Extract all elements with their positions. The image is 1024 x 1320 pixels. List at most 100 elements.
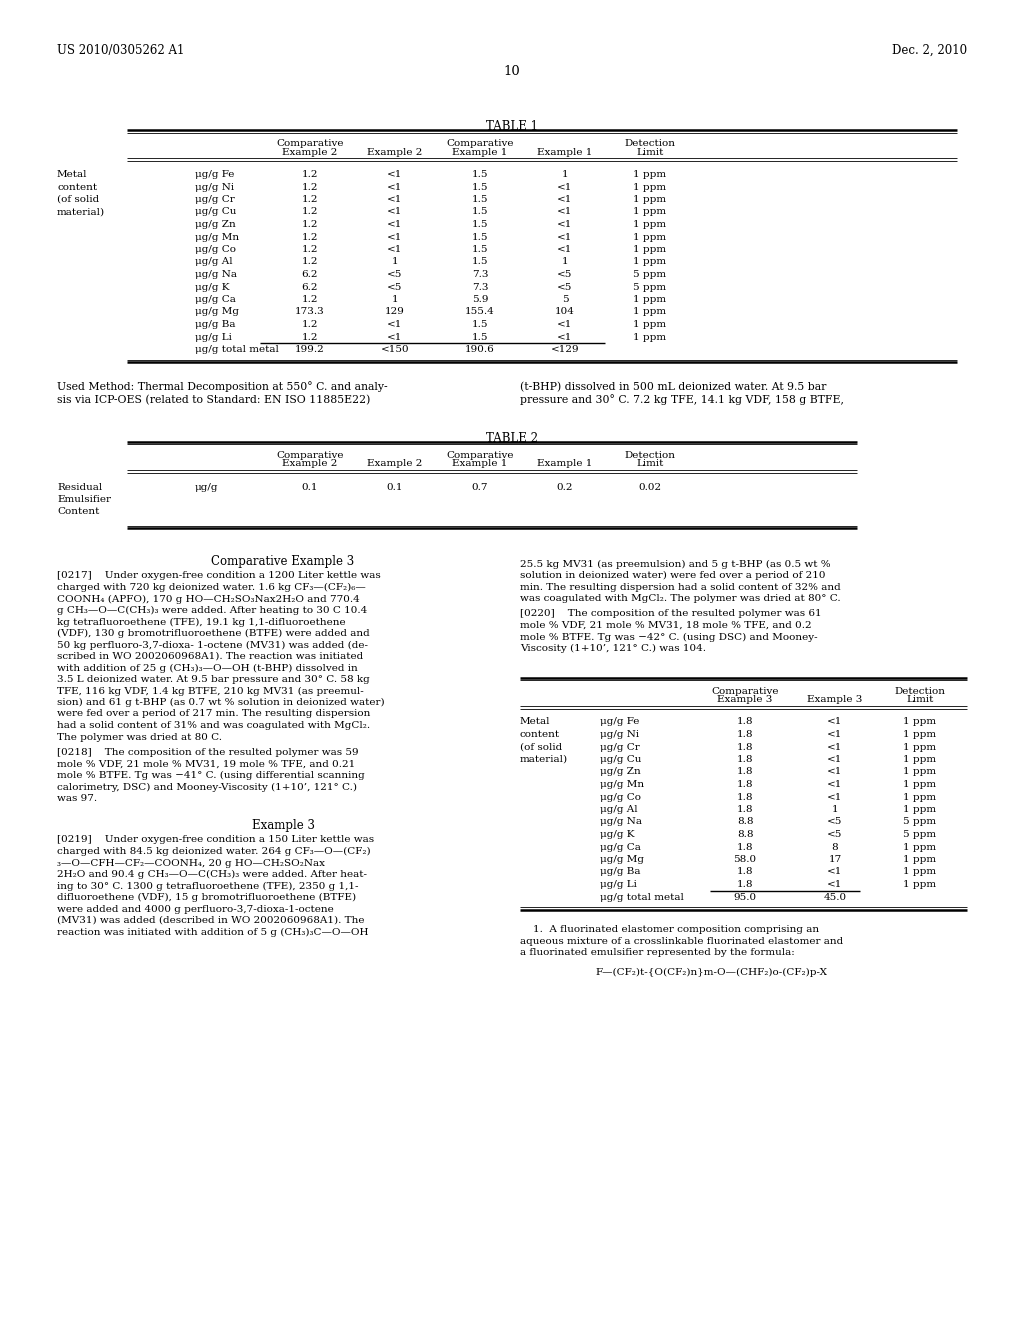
Text: TABLE 1: TABLE 1 [486, 120, 538, 133]
Text: 5: 5 [562, 294, 568, 304]
Text: Example 1: Example 1 [538, 148, 593, 157]
Text: <1: <1 [387, 220, 402, 228]
Text: μg/g K: μg/g K [195, 282, 229, 292]
Text: [0220]    The composition of the resulted polymer was 61: [0220] The composition of the resulted p… [520, 610, 821, 619]
Text: μg/g Zn: μg/g Zn [600, 767, 641, 776]
Text: 1.5: 1.5 [472, 333, 488, 342]
Text: <5: <5 [827, 830, 843, 840]
Text: 1.2: 1.2 [302, 257, 318, 267]
Text: COONH₄ (APFO), 170 g HO—CH₂SO₃Nax2H₂O and 770.4: COONH₄ (APFO), 170 g HO—CH₂SO₃Nax2H₂O an… [57, 594, 359, 603]
Text: 1.5: 1.5 [472, 246, 488, 253]
Text: 129: 129 [385, 308, 404, 317]
Text: 0.1: 0.1 [302, 483, 318, 492]
Text: TABLE 2: TABLE 2 [486, 432, 538, 445]
Text: 1 ppm: 1 ppm [903, 867, 937, 876]
Text: Limit: Limit [636, 459, 664, 469]
Text: Example 3: Example 3 [252, 820, 314, 833]
Text: 1.5: 1.5 [472, 207, 488, 216]
Text: 25.5 kg MV31 (as preemulsion) and 5 g t-BHP (as 0.5 wt %: 25.5 kg MV31 (as preemulsion) and 5 g t-… [520, 560, 830, 569]
Text: mole % VDF, 21 mole % MV31, 19 mole % TFE, and 0.21: mole % VDF, 21 mole % MV31, 19 mole % TF… [57, 759, 355, 768]
Text: Example 2: Example 2 [368, 459, 423, 469]
Text: Residual: Residual [57, 483, 102, 492]
Text: 6.2: 6.2 [302, 282, 318, 292]
Text: Example 3: Example 3 [807, 696, 862, 705]
Text: μg/g Cr: μg/g Cr [195, 195, 234, 205]
Text: 1.8: 1.8 [736, 805, 754, 814]
Text: sion) and 61 g t-BHP (as 0.7 wt % solution in deionized water): sion) and 61 g t-BHP (as 0.7 wt % soluti… [57, 698, 385, 708]
Text: 1.5: 1.5 [472, 232, 488, 242]
Text: <1: <1 [557, 182, 572, 191]
Text: 58.0: 58.0 [733, 855, 757, 865]
Text: 1 ppm: 1 ppm [634, 220, 667, 228]
Text: <1: <1 [387, 170, 402, 180]
Text: Limit: Limit [636, 148, 664, 157]
Text: 1.5: 1.5 [472, 319, 488, 329]
Text: <1: <1 [557, 333, 572, 342]
Text: μg/g Zn: μg/g Zn [195, 220, 236, 228]
Text: 155.4: 155.4 [465, 308, 495, 317]
Text: 1.2: 1.2 [302, 170, 318, 180]
Text: <1: <1 [827, 755, 843, 764]
Text: [0219]    Under oxygen-free condition a 150 Liter kettle was: [0219] Under oxygen-free condition a 150… [57, 836, 374, 845]
Text: 5 ppm: 5 ppm [634, 271, 667, 279]
Text: 1.2: 1.2 [302, 182, 318, 191]
Text: Detection: Detection [625, 450, 676, 459]
Text: Comparative: Comparative [446, 139, 514, 148]
Text: 0.1: 0.1 [387, 483, 403, 492]
Text: F—(CF₂)t-{O(CF₂)n}m-O—(CHF₂)o-(CF₂)p-X: F—(CF₂)t-{O(CF₂)n}m-O—(CHF₂)o-(CF₂)p-X [595, 968, 827, 977]
Text: a fluorinated emulsifier represented by the formula:: a fluorinated emulsifier represented by … [520, 948, 795, 957]
Text: Example 1: Example 1 [453, 148, 508, 157]
Text: 1.5: 1.5 [472, 170, 488, 180]
Text: (t-BHP) dissolved in 500 mL deionized water. At 9.5 bar: (t-BHP) dissolved in 500 mL deionized wa… [520, 381, 826, 392]
Text: g CH₃—O—C(CH₃)₃ were added. After heating to 30 C 10.4: g CH₃—O—C(CH₃)₃ were added. After heatin… [57, 606, 368, 615]
Text: μg/g Mn: μg/g Mn [600, 780, 644, 789]
Text: <1: <1 [557, 220, 572, 228]
Text: 7.3: 7.3 [472, 282, 488, 292]
Text: μg/g Na: μg/g Na [600, 817, 642, 826]
Text: 104: 104 [555, 308, 574, 317]
Text: mole % VDF, 21 mole % MV31, 18 mole % TFE, and 0.2: mole % VDF, 21 mole % MV31, 18 mole % TF… [520, 620, 812, 630]
Text: (of solid: (of solid [520, 742, 562, 751]
Text: [0218]    The composition of the resulted polymer was 59: [0218] The composition of the resulted p… [57, 748, 358, 756]
Text: <1: <1 [557, 246, 572, 253]
Text: μg/g Co: μg/g Co [195, 246, 236, 253]
Text: 1.8: 1.8 [736, 780, 754, 789]
Text: 1 ppm: 1 ppm [903, 718, 937, 726]
Text: sis via ICP-OES (related to Standard: EN ISO 11885E22): sis via ICP-OES (related to Standard: EN… [57, 395, 371, 405]
Text: Used Method: Thermal Decomposition at 550° C. and analy-: Used Method: Thermal Decomposition at 55… [57, 381, 388, 392]
Text: The polymer was dried at 80 C.: The polymer was dried at 80 C. [57, 733, 222, 742]
Text: 17: 17 [828, 855, 842, 865]
Text: 1 ppm: 1 ppm [903, 780, 937, 789]
Text: 0.7: 0.7 [472, 483, 488, 492]
Text: <1: <1 [387, 207, 402, 216]
Text: 1.8: 1.8 [736, 867, 754, 876]
Text: <1: <1 [387, 182, 402, 191]
Text: 10: 10 [504, 65, 520, 78]
Text: <1: <1 [557, 195, 572, 205]
Text: Example 2: Example 2 [283, 459, 338, 469]
Text: 1 ppm: 1 ppm [634, 170, 667, 180]
Text: 1.8: 1.8 [736, 755, 754, 764]
Text: 1.2: 1.2 [302, 232, 318, 242]
Text: <1: <1 [827, 730, 843, 739]
Text: 1.5: 1.5 [472, 220, 488, 228]
Text: pressure and 30° C. 7.2 kg TFE, 14.1 kg VDF, 158 g BTFE,: pressure and 30° C. 7.2 kg TFE, 14.1 kg … [520, 395, 844, 405]
Text: 1.8: 1.8 [736, 742, 754, 751]
Text: Comparative: Comparative [276, 139, 344, 148]
Text: had a solid content of 31% and was coagulated with MgCl₂.: had a solid content of 31% and was coagu… [57, 721, 370, 730]
Text: ₃—O—CFH—CF₂—COONH₄, 20 g HO—CH₂SO₂Nax: ₃—O—CFH—CF₂—COONH₄, 20 g HO—CH₂SO₂Nax [57, 858, 325, 867]
Text: Detection: Detection [625, 139, 676, 148]
Text: calorimetry, DSC) and Mooney-Viscosity (1+10’, 121° C.): calorimetry, DSC) and Mooney-Viscosity (… [57, 783, 357, 792]
Text: scribed in WO 2002060968A1). The reaction was initiated: scribed in WO 2002060968A1). The reactio… [57, 652, 364, 661]
Text: 1.  A fluorinated elastomer composition comprising an: 1. A fluorinated elastomer composition c… [520, 925, 819, 935]
Text: Metal: Metal [520, 718, 551, 726]
Text: Example 2: Example 2 [283, 148, 338, 157]
Text: 7.3: 7.3 [472, 271, 488, 279]
Text: ing to 30° C. 1300 g tetrafluoroethene (TFE), 2350 g 1,1-: ing to 30° C. 1300 g tetrafluoroethene (… [57, 882, 358, 891]
Text: min. The resulting dispersion had a solid content of 32% and: min. The resulting dispersion had a soli… [520, 582, 841, 591]
Text: Comparative: Comparative [712, 686, 778, 696]
Text: <1: <1 [827, 867, 843, 876]
Text: Content: Content [57, 507, 99, 516]
Text: 1.2: 1.2 [302, 246, 318, 253]
Text: μg/g Mn: μg/g Mn [195, 232, 240, 242]
